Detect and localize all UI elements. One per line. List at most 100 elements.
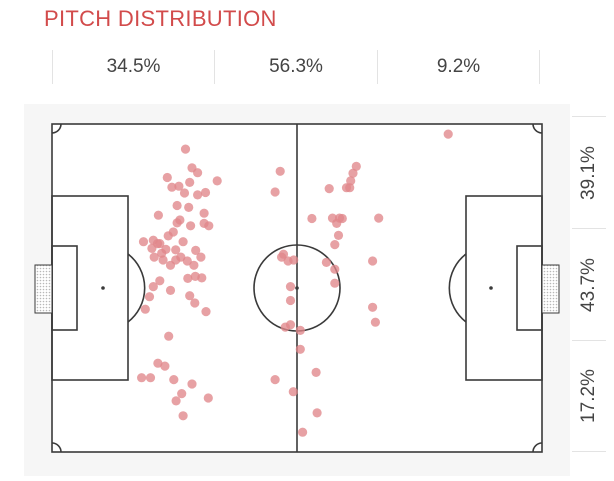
pass-point-36	[197, 273, 207, 283]
pass-point-85	[345, 183, 355, 193]
pass-point-40	[200, 187, 211, 198]
pass-point-76	[288, 387, 298, 397]
pass-point-74	[280, 322, 290, 332]
pass-point-31	[196, 252, 206, 262]
pass-point-84	[351, 161, 361, 171]
pass-point-1	[180, 144, 191, 154]
right-goal-net	[541, 264, 560, 314]
pass-point-51	[140, 304, 150, 314]
pass-point-92	[321, 257, 331, 267]
pass-point-70	[285, 295, 296, 306]
pass-point-48	[201, 307, 211, 317]
band-defensive-third-value: 34.5%	[106, 56, 161, 77]
pass-point-98	[368, 302, 378, 312]
pass-point-68	[289, 255, 299, 265]
pass-point-73	[295, 344, 305, 354]
pass-point-8	[185, 177, 195, 187]
pass-point-16	[178, 237, 188, 247]
pass-point-69	[285, 282, 296, 292]
left-penalty-spot	[101, 286, 105, 290]
pass-points	[137, 129, 453, 437]
corner-arc-top-right	[532, 123, 543, 134]
pass-point-91	[330, 240, 340, 250]
pass-point-49	[144, 292, 155, 302]
pass-point-89	[337, 213, 347, 224]
pass-point-50	[148, 282, 158, 292]
pass-point-2	[162, 172, 172, 183]
pass-point-13	[138, 237, 149, 247]
pass-point-90	[333, 230, 344, 240]
pass-point-20	[168, 227, 178, 237]
pass-point-27	[171, 245, 181, 255]
pass-point-78	[312, 408, 322, 418]
pass-point-34	[185, 291, 195, 301]
pass-point-93	[307, 213, 317, 224]
pass-point-29	[182, 256, 192, 266]
pass-point-3	[167, 182, 177, 192]
band-middle-third: 56.3%	[214, 50, 377, 84]
pass-point-47	[190, 298, 200, 308]
pass-point-19	[186, 221, 196, 231]
centre-spot	[295, 286, 299, 290]
pass-point-39	[204, 221, 214, 231]
pass-point-55	[137, 373, 147, 383]
band-bottom-channel: 17.2%	[572, 340, 606, 452]
corner-arc-top-left	[51, 123, 62, 134]
pass-point-56	[145, 373, 156, 383]
pass-point-45	[155, 276, 165, 286]
vertical-distribution-bands: 39.1% 43.7% 17.2%	[572, 116, 606, 452]
corner-arc-bottom-left	[51, 442, 62, 453]
pass-point-24	[158, 255, 168, 265]
right-penalty-arc	[448, 253, 467, 323]
pass-point-46	[165, 285, 176, 295]
pass-point-18	[184, 202, 194, 212]
pass-point-83	[348, 168, 358, 178]
pass-point-77	[311, 367, 321, 377]
pass-point-97	[368, 256, 378, 266]
pass-point-75	[270, 375, 280, 385]
pass-point-54	[160, 361, 170, 371]
pass-point-95	[330, 278, 340, 288]
band-top-channel: 39.1%	[572, 116, 606, 228]
pass-point-41	[172, 218, 182, 228]
pass-point-59	[171, 396, 181, 406]
pass-point-44	[147, 243, 157, 253]
pass-point-61	[187, 379, 197, 389]
pass-point-30	[189, 260, 199, 270]
pass-point-7	[193, 168, 203, 178]
pass-point-62	[203, 393, 213, 403]
band-defensive-third: 34.5%	[52, 50, 214, 84]
pass-point-79	[298, 427, 308, 437]
pass-point-11	[193, 190, 203, 200]
pass-point-52	[164, 331, 174, 341]
pass-point-32	[191, 245, 201, 255]
pass-point-80	[324, 184, 334, 194]
pass-point-100	[443, 129, 453, 139]
band-middle-third-value: 56.3%	[269, 56, 323, 77]
pass-point-99	[370, 317, 380, 327]
pass-point-23	[149, 252, 159, 262]
pass-point-33	[183, 273, 193, 283]
horizontal-distribution-bands: 34.5% 56.3% 9.2%	[52, 50, 540, 84]
pass-point-38	[199, 208, 209, 218]
left-penalty-arc	[127, 253, 146, 323]
pass-point-60	[178, 411, 188, 421]
pass-point-72	[295, 325, 305, 335]
pass-point-5	[212, 176, 222, 186]
pass-point-10	[172, 200, 182, 211]
pass-point-82	[346, 176, 356, 186]
pass-point-96	[374, 213, 384, 223]
pass-point-94	[330, 264, 340, 274]
band-attacking-third: 9.2%	[377, 50, 540, 84]
left-goal-net	[34, 264, 53, 314]
chart-title: PITCH DISTRIBUTION	[44, 6, 277, 31]
pass-point-58	[177, 389, 187, 399]
pass-point-57	[169, 375, 179, 385]
right-penalty-spot	[489, 286, 493, 290]
pass-point-64	[275, 166, 285, 176]
band-attacking-third-value: 9.2%	[436, 56, 481, 77]
pass-point-12	[153, 210, 163, 220]
pass-point-63	[270, 187, 280, 197]
band-central-channel: 43.7%	[572, 228, 606, 340]
